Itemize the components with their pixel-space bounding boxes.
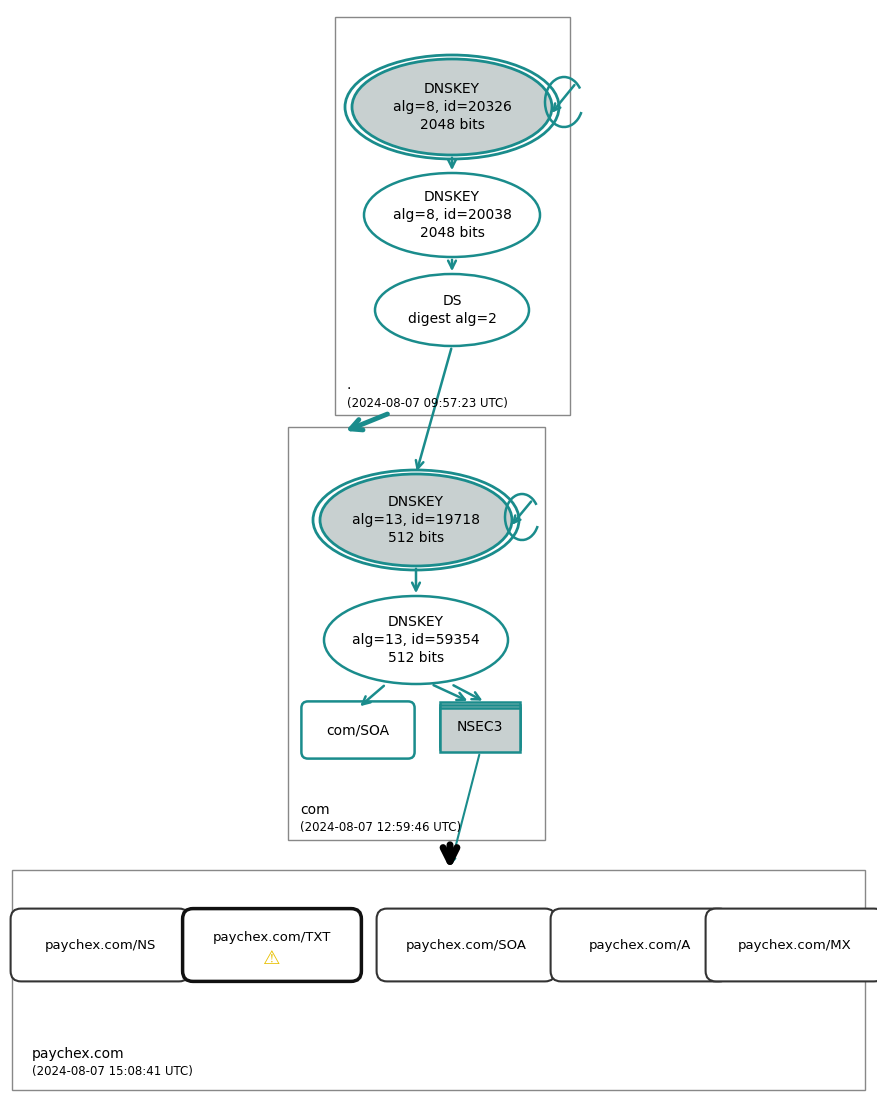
Text: (2024-08-07 15:08:41 UTC): (2024-08-07 15:08:41 UTC) bbox=[32, 1065, 193, 1079]
FancyBboxPatch shape bbox=[376, 909, 555, 981]
Text: (2024-08-07 09:57:23 UTC): (2024-08-07 09:57:23 UTC) bbox=[347, 396, 508, 410]
Ellipse shape bbox=[320, 474, 512, 566]
Text: paychex.com/TXT: paychex.com/TXT bbox=[213, 931, 332, 944]
FancyBboxPatch shape bbox=[302, 701, 415, 758]
Bar bbox=[440, 705, 520, 749]
Bar bbox=[12, 870, 865, 1090]
Text: .: . bbox=[347, 378, 352, 392]
Text: paychex.com/NS: paychex.com/NS bbox=[45, 938, 156, 952]
Text: paychex.com/A: paychex.com/A bbox=[588, 938, 691, 952]
Text: DNSKEY
alg=13, id=59354
512 bits: DNSKEY alg=13, id=59354 512 bits bbox=[353, 615, 480, 666]
Text: com/SOA: com/SOA bbox=[326, 723, 389, 737]
Text: com: com bbox=[300, 803, 330, 817]
Text: DNSKEY
alg=13, id=19718
512 bits: DNSKEY alg=13, id=19718 512 bits bbox=[352, 495, 480, 545]
Text: (2024-08-07 12:59:46 UTC): (2024-08-07 12:59:46 UTC) bbox=[300, 821, 461, 835]
Text: paychex.com: paychex.com bbox=[32, 1047, 125, 1061]
Ellipse shape bbox=[375, 274, 529, 346]
Text: ⚠: ⚠ bbox=[263, 949, 281, 968]
FancyBboxPatch shape bbox=[182, 909, 361, 981]
FancyBboxPatch shape bbox=[706, 909, 877, 981]
Text: DS
digest alg=2: DS digest alg=2 bbox=[408, 294, 496, 326]
Ellipse shape bbox=[352, 59, 552, 155]
Bar bbox=[335, 17, 570, 415]
Ellipse shape bbox=[364, 173, 540, 257]
FancyBboxPatch shape bbox=[551, 909, 730, 981]
Bar bbox=[440, 702, 520, 746]
Text: DNSKEY
alg=8, id=20038
2048 bits: DNSKEY alg=8, id=20038 2048 bits bbox=[393, 190, 511, 241]
Ellipse shape bbox=[324, 596, 508, 684]
Bar bbox=[288, 427, 545, 840]
Text: NSEC3: NSEC3 bbox=[457, 720, 503, 734]
FancyBboxPatch shape bbox=[11, 909, 189, 981]
Text: DNSKEY
alg=8, id=20326
2048 bits: DNSKEY alg=8, id=20326 2048 bits bbox=[393, 82, 511, 132]
Text: paychex.com/MX: paychex.com/MX bbox=[738, 938, 852, 952]
Bar bbox=[440, 708, 520, 752]
Text: paychex.com/SOA: paychex.com/SOA bbox=[405, 938, 526, 952]
